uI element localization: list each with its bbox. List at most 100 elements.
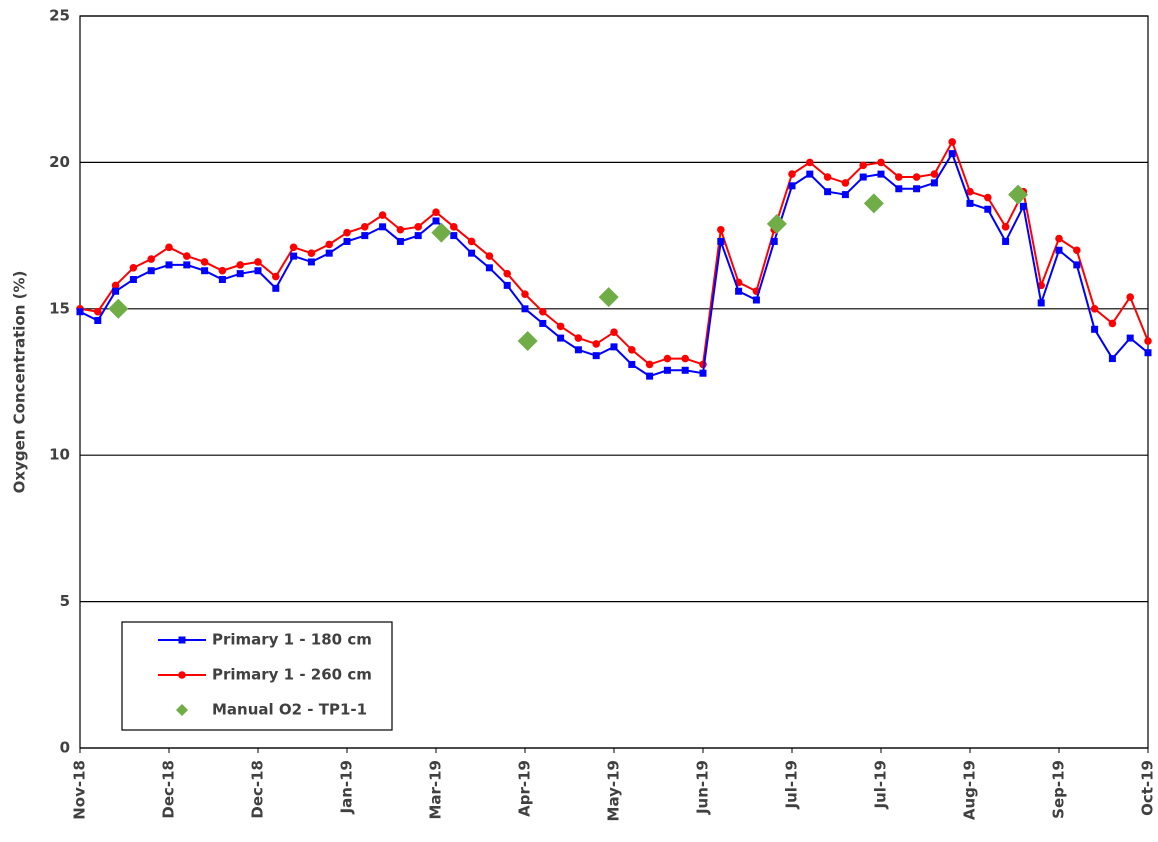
marker [930,170,939,178]
marker [165,243,173,252]
marker [272,272,280,281]
marker [930,179,938,187]
marker [766,213,787,234]
legend-marker [176,704,188,716]
marker [254,258,262,266]
marker [183,252,191,260]
marker [147,255,155,263]
marker [1144,349,1152,357]
marker [517,331,538,352]
marker [1037,299,1045,307]
marker [236,270,244,278]
marker [841,191,849,199]
marker [254,267,262,275]
marker [806,158,814,167]
marker [307,258,315,266]
marker [788,182,796,190]
marker [895,185,903,193]
marker [111,281,120,290]
x-tick-label: Jan-19 [338,760,356,814]
legend-label: Manual O2 - TP1-1 [212,701,367,719]
marker [361,223,369,231]
marker [628,360,636,368]
marker [539,307,547,316]
marker [361,232,369,240]
series [76,138,1152,369]
marker [147,267,155,275]
marker [966,199,974,207]
x-tick-label: Aug-19 [961,760,979,820]
marker [432,208,440,216]
x-tick-label: Dec-18 [249,760,267,819]
marker [1108,355,1116,363]
marker [1055,234,1063,243]
marker [1144,337,1152,345]
marker [681,366,689,374]
marker [94,317,102,325]
y-tick-label: 25 [49,7,70,25]
marker [467,237,476,246]
marker [1008,184,1029,205]
marker [485,252,494,260]
x-tick-label: Jul-19 [783,760,801,810]
y-tick-label: 20 [49,153,70,171]
marker [129,276,137,284]
marker [1126,334,1134,342]
marker [628,345,636,354]
marker [877,158,885,167]
legend-label: Primary 1 - 260 cm [212,666,372,684]
marker [503,281,511,289]
marker [770,237,778,245]
marker [414,223,423,231]
y-axis-label: Oxygen Concentration (%) [11,271,29,494]
marker [290,252,298,260]
marker [557,334,565,342]
marker [218,266,227,275]
marker [859,173,867,181]
marker [76,308,84,316]
marker [984,205,992,213]
legend-label: Primary 1 - 180 cm [212,631,372,649]
marker [201,267,209,275]
marker [1002,237,1010,245]
x-tick-label: Apr-19 [516,760,534,817]
marker [663,354,672,363]
x-tick-label: May-19 [605,760,623,821]
marker [343,237,351,245]
marker [863,193,884,214]
marker [165,261,173,269]
marker [824,188,832,196]
marker [859,161,867,170]
marker [325,240,334,249]
marker [610,343,618,351]
marker [610,328,618,337]
marker [717,225,725,234]
marker [646,372,654,380]
y-tick-label: 10 [49,446,70,464]
marker [699,369,707,377]
legend-marker [178,671,186,679]
marker [236,261,244,269]
marker [735,287,743,295]
marker [574,346,582,354]
marker [129,264,138,272]
x-tick-label: Mar-19 [427,760,445,820]
marker [379,223,387,231]
marker [1126,293,1134,301]
marker [521,305,529,313]
marker [485,264,493,272]
marker [539,319,547,327]
marker [108,298,129,319]
marker [806,170,814,178]
marker [645,360,654,369]
marker [966,187,974,196]
marker [1108,319,1117,328]
marker [218,276,226,284]
marker [1073,246,1081,255]
marker [183,261,191,269]
marker [948,150,956,158]
x-tick-label: Sep-19 [1050,760,1068,819]
marker [431,222,452,243]
marker [450,223,458,231]
